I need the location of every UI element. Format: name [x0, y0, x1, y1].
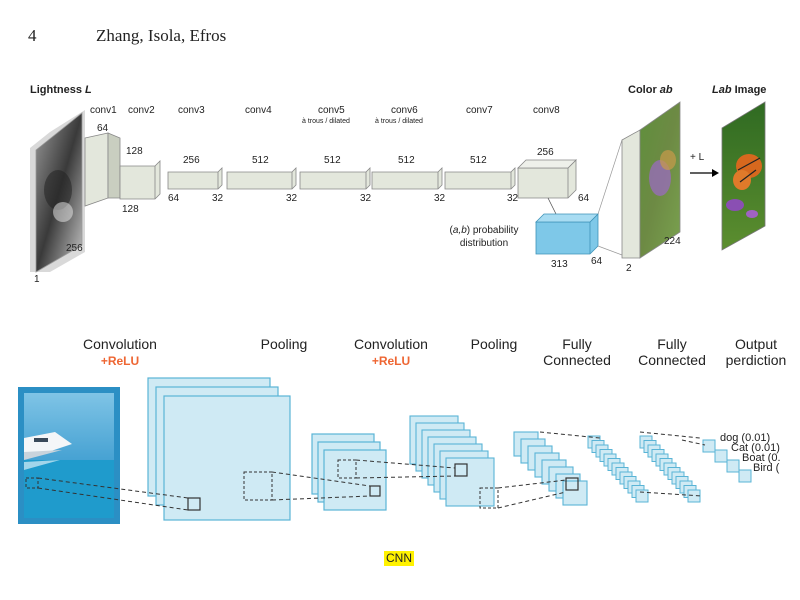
output-unit-4 — [738, 469, 752, 483]
input-height-dim: 256 — [66, 243, 83, 254]
stage-title-6: Fully — [657, 336, 687, 352]
stage-title-7: Output — [735, 336, 777, 352]
output-unit-1 — [702, 439, 716, 453]
layer-name-conv6: conv6 — [391, 105, 418, 116]
layer-labels: conv1 64 conv2 128 128 conv3 256 64 conv4 512 32 co… — [90, 105, 560, 215]
figure-caption: CNN — [384, 551, 414, 566]
conv4-block — [226, 167, 297, 190]
pool1-feature-maps — [311, 433, 387, 511]
lab-image — [721, 101, 766, 251]
conv2-block — [119, 160, 161, 200]
layer-bottom-dim-conv3: 64 — [168, 193, 180, 204]
layer-bottom-dim-conv4: 32 — [212, 193, 224, 204]
page-authors: Zhang, Isola, Efros — [96, 26, 227, 45]
color-ab-label: Color ab — [628, 84, 673, 96]
output-label-2: Cat (0.01) — [731, 442, 780, 454]
layer-sub-conv5: à trous / dilated — [302, 118, 350, 125]
conv5-block — [299, 167, 371, 190]
input-label: Lightness L — [30, 84, 92, 96]
layer-name-conv3: conv3 — [178, 105, 205, 116]
output-label-4: Bird ( — [753, 462, 780, 474]
colorization-diagram: Lightness L 256 1 — [30, 84, 766, 285]
conv1-block — [84, 132, 121, 207]
stage-title-1: Convolution — [83, 336, 157, 352]
output-unit-2 — [714, 449, 728, 463]
probability-bottom-dim: 313 — [551, 259, 568, 270]
layer-name-conv5: conv5 — [318, 105, 345, 116]
layer-bottom-dim-conv5: 32 — [286, 193, 298, 204]
layer-top-dim-conv8: 256 — [537, 147, 554, 158]
layer-name-conv8: conv8 — [533, 105, 560, 116]
stage-title-4: Pooling — [471, 336, 518, 352]
plus-l-label: + L — [690, 152, 705, 163]
stage-titles: Convolution +ReLU Pooling Convolution +ReLU P… — [83, 336, 786, 368]
fc1-units — [513, 431, 588, 506]
probability-block — [535, 197, 599, 255]
stage-title-3: Convolution — [354, 336, 428, 352]
probability-label-line2: distribution — [460, 238, 508, 249]
layer-top-dim-conv6: 512 — [398, 155, 415, 166]
conv3-block — [167, 167, 223, 190]
input-boat-image — [18, 387, 120, 524]
probability-side-dim: 64 — [591, 256, 603, 267]
output-channel-dim: 2 — [626, 263, 632, 274]
layer-name-conv1: conv1 — [90, 105, 117, 116]
stage-title-2: Pooling — [261, 336, 308, 352]
stage-title2-6: Connected — [638, 352, 706, 368]
stage-title2-5: Connected — [543, 352, 611, 368]
input-grayscale-image — [30, 110, 85, 273]
layer-name-conv2: conv2 — [128, 105, 155, 116]
layer-bottom-dim-conv7: 32 — [434, 193, 446, 204]
stage-title-5: Fully — [562, 336, 592, 352]
fc2-units — [587, 435, 649, 503]
layer-top-dim-conv4: 512 — [252, 155, 269, 166]
conv8-block — [517, 159, 577, 199]
conv6-block — [371, 167, 443, 190]
output-label-3: Boat (0. — [742, 452, 781, 464]
output-unit-3 — [726, 459, 740, 473]
layer-top-dim-conv7: 512 — [470, 155, 487, 166]
layer-top-dim-conv3: 256 — [183, 155, 200, 166]
output-label-1: dog (0.01) — [720, 432, 770, 444]
stage-sub-1: +ReLU — [101, 354, 139, 368]
stage-sub-3: +ReLU — [372, 354, 410, 368]
layer-top-dim-conv2: 128 — [126, 146, 143, 157]
layer-top-dim-conv5: 512 — [324, 155, 341, 166]
input-channel-dim: 1 — [34, 274, 40, 285]
page-number: 4 — [28, 26, 37, 45]
layer-sub-conv6: à trous / dilated — [375, 118, 423, 125]
conv7-block — [444, 167, 516, 190]
layer-top-dim-conv1: 64 — [97, 123, 109, 134]
stage-title2-7: perdiction — [726, 352, 787, 368]
cnn-diagram: Convolution +ReLU Pooling Convolution +ReLU P… — [18, 336, 786, 524]
output-units: dog (0.01)Cat (0.01)Boat (0.Bird ( — [702, 432, 781, 483]
layer-name-conv4: conv4 — [245, 105, 272, 116]
conv1-feature-maps — [147, 377, 291, 521]
conv2-feature-maps — [409, 415, 499, 509]
output-size-dim: 224 — [664, 236, 681, 247]
layer-bottom-dim-conv6: 32 — [360, 193, 372, 204]
layer-bottom-dim-conv8: 32 — [507, 193, 519, 204]
probability-label: (a,b) probability — [450, 225, 519, 236]
fc3-units — [639, 435, 701, 503]
layer-name-conv7: conv7 — [466, 105, 493, 116]
conv8-side-dim: 64 — [578, 193, 590, 204]
connection-lines — [37, 431, 706, 511]
color-ab-output — [621, 101, 681, 259]
layer-bottom-dim-conv2: 128 — [122, 204, 139, 215]
lab-image-label: Lab Image — [712, 84, 766, 96]
